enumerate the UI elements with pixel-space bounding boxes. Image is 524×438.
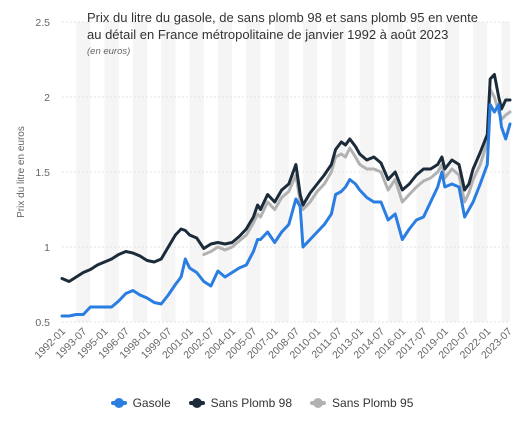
y-tick-label: 1 <box>44 242 50 254</box>
chart-subtitle: (en euros) <box>87 46 130 57</box>
chart-title-line-1: Prix du litre du gasole, de sans plomb 9… <box>87 10 478 25</box>
legend-label-gasole: Gasole <box>132 396 171 410</box>
series-line-gasole <box>60 103 512 318</box>
legend-item-sans-plomb-95[interactable]: Sans Plomb 95 <box>310 396 413 410</box>
legend-item-sans-plomb-98[interactable]: Sans Plomb 98 <box>188 396 293 410</box>
band-2005 <box>246 22 261 322</box>
series-lines <box>60 73 512 318</box>
series-line-sans-plomb-98 <box>60 73 512 283</box>
legend-label-sans-plomb-95: Sans Plomb 95 <box>332 396 414 410</box>
legend-label-sans-plomb-98: Sans Plomb 98 <box>210 396 293 410</box>
legend-swatch-gasole <box>110 398 127 408</box>
legend: Gasole Sans Plomb 98 Sans Plomb 95 <box>0 396 524 410</box>
y-tick-label: 0.5 <box>35 317 50 329</box>
legend-item-gasole[interactable]: Gasole <box>110 396 171 410</box>
gridlines <box>62 21 510 323</box>
legend-swatch-sans-plomb-95 <box>310 398 327 408</box>
legend-swatch-sans-plomb-98 <box>188 398 205 408</box>
band-2001 <box>189 22 204 322</box>
y-tick-label: 2.5 <box>35 17 50 29</box>
y-tick-label: 1.5 <box>35 167 50 179</box>
y-axis-label: Prix du litre en euros <box>16 126 27 218</box>
band-2023 <box>501 22 510 322</box>
y-axis-ticks: 0.5 1 1.5 2 2.5 <box>35 17 50 329</box>
chart-title-line-2: au détail en France métropolitaine de ja… <box>87 27 448 42</box>
series-line-sans-plomb-95 <box>202 88 512 256</box>
y-tick-label: 2 <box>44 92 50 104</box>
